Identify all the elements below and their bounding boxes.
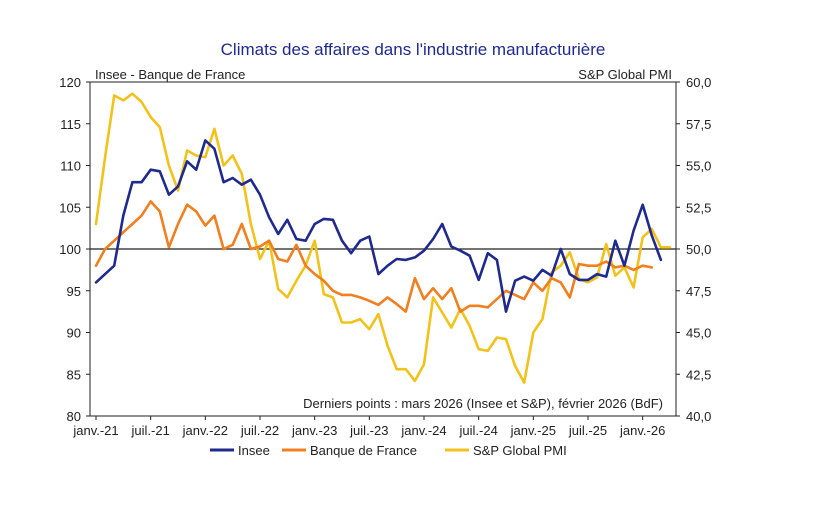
x-tick-label: juil.-24 (459, 423, 498, 438)
left-tick-label: 115 (60, 117, 81, 132)
left-tick-label: 85 (67, 367, 81, 382)
series-line-s-p-global-pmi (94, 92, 672, 384)
right-tick-label: 60,0 (686, 75, 711, 90)
left-tick-label: 80 (67, 409, 81, 424)
x-tick-label: juil.-25 (568, 423, 607, 438)
right-tick-label: 47,5 (686, 284, 711, 299)
left-tick-label: 90 (67, 326, 81, 341)
series-line-banque-de-france (94, 200, 654, 313)
x-tick-label: juil.-23 (349, 423, 388, 438)
right-tick-label: 50,0 (686, 242, 711, 257)
x-tick-label: juil.-22 (240, 423, 279, 438)
x-tick-label: janv.-22 (182, 423, 228, 438)
right-tick-label: 52,5 (686, 200, 711, 215)
left-tick-label: 120 (59, 75, 81, 90)
left-axis: 80 85 90 95 100 105 110 115 120 (59, 75, 90, 424)
x-tick-label: juil.-21 (131, 423, 170, 438)
left-tick-label: 100 (59, 242, 81, 257)
left-axis-source-label: Insee - Banque de France (95, 67, 245, 82)
legend-label: Banque de France (310, 443, 417, 458)
left-tick-label: 110 (60, 159, 81, 174)
right-tick-label: 42,5 (686, 367, 711, 382)
x-tick-label: janv.-23 (291, 423, 337, 438)
left-tick-label: 95 (67, 284, 81, 299)
left-tick-label: 105 (59, 200, 81, 215)
x-tick-label: janv.-24 (400, 423, 446, 438)
right-tick-label: 55,0 (686, 159, 711, 174)
x-tick-label: janv.-25 (510, 423, 556, 438)
last-points-note: Derniers points : mars 2026 (Insee et S&… (303, 396, 663, 411)
legend-label: Insee (238, 443, 270, 458)
chart-title: Climats des affaires dans l'industrie ma… (221, 40, 606, 59)
x-axis: janv.-21 juil.-21 janv.-22 juil.-22 janv.-23… (72, 416, 665, 438)
x-tick-label: janv.-21 (72, 423, 118, 438)
series-line-insee (94, 139, 663, 313)
right-tick-label: 45,0 (686, 326, 711, 341)
legend-label: S&P Global PMI (473, 443, 567, 458)
right-tick-label: 40,0 (686, 409, 711, 424)
x-tick-label: janv.-26 (619, 423, 665, 438)
right-tick-label: 57,5 (686, 117, 711, 132)
right-axis-source-label: S&P Global PMI (578, 67, 672, 82)
series-lines (94, 92, 672, 384)
right-axis: 40,0 42,5 45,0 47,5 50,0 52,5 55,0 57,5 60,0 (676, 75, 711, 424)
legend: Insee Banque de France S&P Global PMI (210, 443, 567, 458)
